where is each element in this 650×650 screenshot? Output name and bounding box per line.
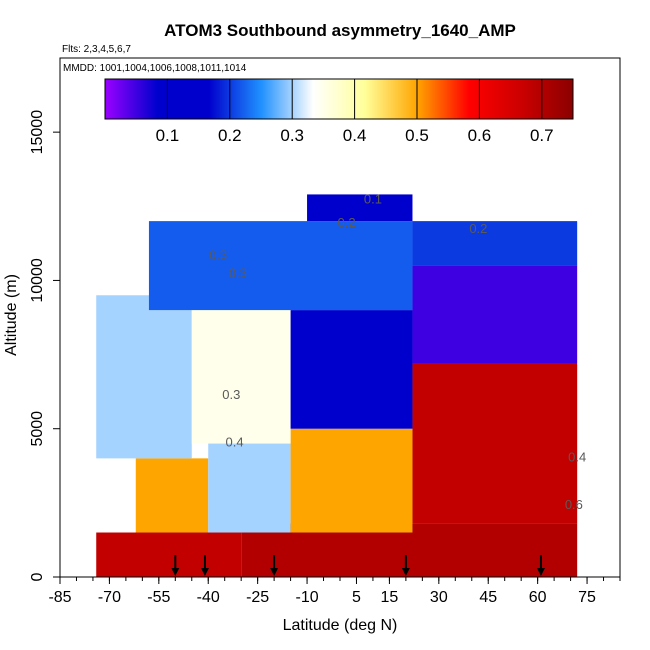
heatmap-cell-6 <box>96 295 192 459</box>
heatmap-cell-0 <box>96 532 242 577</box>
flights-label: Flts: 2,3,4,5,6,7 <box>62 44 131 55</box>
heatmap-cell-9 <box>412 265 578 364</box>
y-axis-label: Altitude (m) <box>3 274 20 356</box>
heatmap-cell-11 <box>412 221 578 266</box>
colorbar: 0.1 0.2 0.3 0.4 0.5 0.6 0.7 <box>104 78 574 145</box>
x-tick-label: -40 <box>197 589 220 606</box>
x-tick-label: -25 <box>246 589 269 606</box>
heatmap-cell-12 <box>307 194 413 222</box>
heatmap-cell-5 <box>290 428 413 533</box>
y-axis: 0 5000 10000 15000 <box>29 110 60 581</box>
heatmap-cell-3 <box>135 458 209 533</box>
x-tick-label: 30 <box>430 589 448 606</box>
profile-arrow <box>171 555 180 576</box>
y-tick-label: 0 <box>29 572 46 581</box>
colorbar-gradient <box>104 78 574 120</box>
x-tick-label: 5 <box>352 589 361 606</box>
x-tick-label: -70 <box>98 589 121 606</box>
heatmap-cell-2 <box>412 363 578 524</box>
heatmap-cell-10 <box>148 221 413 311</box>
heatmap-cell-8 <box>290 310 413 429</box>
profile-arrow <box>200 555 209 576</box>
x-tick-label: -10 <box>295 589 318 606</box>
heatmap-layer <box>96 194 578 577</box>
contour-label-6: 0.4 <box>226 435 244 450</box>
colorbar-tick-label: 0.3 <box>280 126 304 145</box>
contour-label-5: 0.3 <box>222 387 240 402</box>
colorbar-tick-label: 0.5 <box>405 126 429 145</box>
contour-label-8: 0.4 <box>568 449 586 464</box>
y-tick-label: 5000 <box>29 411 46 447</box>
colorbar-tick-label: 0.1 <box>156 126 180 145</box>
heatmap-cell-7 <box>191 295 291 444</box>
x-tick-label: 60 <box>529 589 547 606</box>
y-tick-label: 10000 <box>29 258 46 303</box>
contour-label-2: 0.2 <box>469 221 487 236</box>
dates-label: MMDD: 1001,1004,1006,1008,1011,1014 <box>63 63 247 74</box>
x-tick-label: 15 <box>381 589 399 606</box>
colorbar-tick-label: 0.7 <box>530 126 554 145</box>
x-tick-label: 75 <box>578 589 596 606</box>
x-tick-label: -85 <box>48 589 71 606</box>
contour-layer: 0.10.2 0.20.30.30.30.40.60.4 <box>209 191 586 511</box>
colorbar-tick-label: 0.2 <box>218 126 242 145</box>
x-axis: -85 -70 -55 -40 -25 -10 5 15 30 45 60 75 <box>48 577 621 606</box>
x-tick-label: -55 <box>147 589 170 606</box>
contour-label-0: 0.1 <box>364 191 382 206</box>
contour-label-7: 0.6 <box>565 497 583 512</box>
profile-arrow <box>401 555 410 576</box>
contour-label-4: 0.3 <box>229 265 247 280</box>
contour-label-3: 0.3 <box>209 248 227 263</box>
contour-label-1: 0.2 <box>338 215 356 230</box>
profile-arrow <box>536 555 545 576</box>
colorbar-tick-label: 0.6 <box>468 126 492 145</box>
chart-title: ATOM3 Southbound asymmetry_1640_AMP <box>164 21 516 40</box>
x-axis-label: Latitude (deg N) <box>283 617 398 634</box>
profile-arrows <box>171 555 545 576</box>
colorbar-tick-label: 0.4 <box>343 126 367 145</box>
heatmap-cell-4 <box>208 443 291 533</box>
x-tick-label: 45 <box>479 589 497 606</box>
profile-arrow <box>270 555 279 576</box>
y-tick-label: 15000 <box>29 110 46 155</box>
